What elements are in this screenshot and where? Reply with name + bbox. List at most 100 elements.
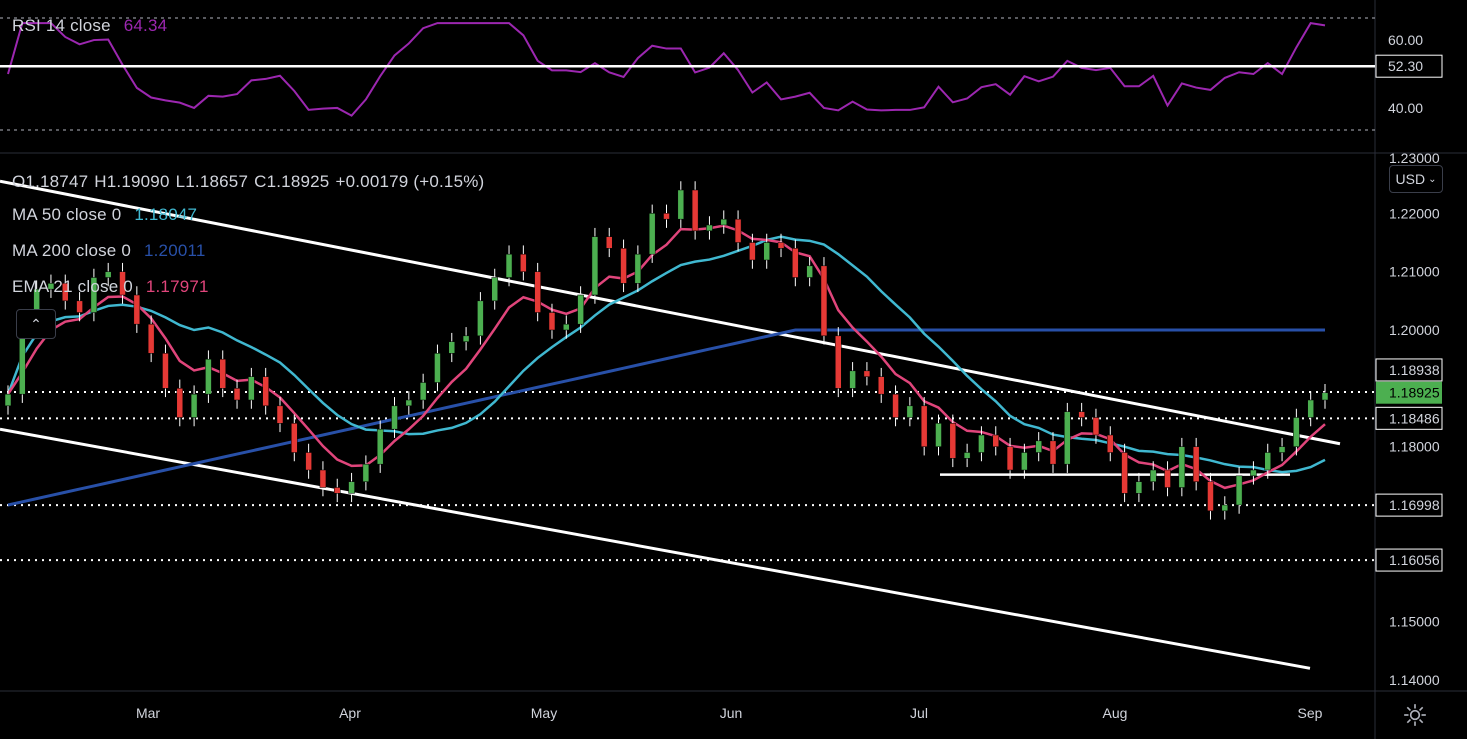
- candle-body: [835, 335, 842, 389]
- ma50-legend-name: MA 50 close 0: [12, 205, 122, 224]
- candle-body: [405, 399, 413, 407]
- candle-body: [1321, 392, 1329, 401]
- candle-body: [963, 452, 971, 459]
- candle-body: [992, 434, 999, 447]
- ema21-legend-value: 1.17971: [145, 277, 209, 296]
- price-tick-label: 1.22000: [1389, 205, 1440, 221]
- candle-body: [706, 224, 713, 232]
- rsi-level-label-box: [1375, 54, 1443, 78]
- month-label: Mar: [136, 705, 160, 721]
- ma200-legend: MA 200 close 0 1.20011: [12, 241, 206, 261]
- candle-body: [219, 358, 226, 389]
- candle-body: [233, 388, 241, 401]
- ma50-legend-value: 1.18047: [134, 205, 198, 224]
- rsi-tick-40: 40.00: [1388, 100, 1423, 116]
- level-label-box: [1375, 358, 1443, 382]
- ma50-line: [6, 235, 1326, 474]
- candle-body: [190, 393, 198, 418]
- candle-body: [319, 469, 327, 488]
- ohlc-low: L1.18657: [175, 172, 249, 191]
- candle-body: [477, 300, 484, 337]
- candle-body: [1149, 469, 1157, 482]
- candle-body: [248, 376, 255, 401]
- candle-body: [1192, 446, 1200, 482]
- candle-body: [978, 434, 985, 453]
- candle-body: [548, 312, 556, 331]
- candle-body: [520, 253, 527, 272]
- candle-body: [47, 283, 55, 290]
- currency-button[interactable]: USD ⌄: [1389, 165, 1443, 193]
- level-label: 1.18486: [1389, 410, 1440, 426]
- candle-body: [1006, 446, 1014, 471]
- chevron-down-icon: ⌄: [1428, 173, 1437, 185]
- candle-body: [448, 341, 456, 354]
- ma200-legend-value: 1.20011: [143, 241, 206, 260]
- candle-body: [133, 294, 141, 325]
- candle-body: [262, 376, 269, 407]
- candle-body: [505, 253, 513, 278]
- candle-body: [1278, 446, 1286, 453]
- month-label: Apr: [339, 705, 361, 721]
- ohlc-change: +0.00179 (+0.15%): [335, 172, 485, 191]
- rsi-tick-60: 60.00: [1388, 32, 1423, 48]
- candle-body: [1293, 417, 1300, 447]
- candle-body: [1049, 440, 1057, 465]
- candle-body: [863, 370, 871, 377]
- level-label-box: [1375, 548, 1443, 572]
- last-price-box: [1376, 381, 1442, 404]
- candle-body: [348, 481, 355, 494]
- candle-body: [119, 271, 126, 296]
- candle-body: [691, 189, 699, 232]
- month-label: May: [531, 705, 557, 721]
- price-tick-label: 1.23000: [1389, 150, 1440, 166]
- ema21-line: [6, 224, 1326, 490]
- candle-body: [147, 323, 155, 354]
- candle-body: [763, 242, 770, 261]
- ema21-legend: EMA 21 close 0 1.17971: [12, 277, 209, 297]
- collapse-legend-button[interactable]: ⌃: [16, 309, 56, 339]
- candle-body: [877, 376, 885, 395]
- candle-body: [1250, 469, 1257, 477]
- candle-body: [720, 218, 728, 226]
- descending-trendline-upper: [0, 179, 1341, 446]
- candle-body: [949, 423, 957, 459]
- candle-body: [1264, 452, 1271, 471]
- candle-body: [1121, 452, 1128, 494]
- last-price-label: 1.18925: [1389, 385, 1440, 401]
- candle-body: [1178, 446, 1186, 488]
- month-label: Aug: [1103, 705, 1128, 721]
- price-tick-label: 1.21000: [1389, 264, 1440, 280]
- level-label-box: [1375, 406, 1443, 430]
- candle-body: [648, 213, 656, 255]
- candle-body: [920, 405, 928, 447]
- ma50-legend: MA 50 close 0 1.18047: [12, 205, 197, 225]
- ohlc-high: H1.19090: [94, 172, 170, 191]
- candle-body: [605, 236, 613, 249]
- candle-body: [634, 253, 642, 284]
- descending-trendline-lower: [0, 427, 1311, 670]
- candle-body: [820, 265, 828, 337]
- candle-body: [849, 370, 856, 389]
- ohlc-open: O1.18747: [12, 172, 89, 191]
- candle-body: [1307, 399, 1314, 418]
- candle-body: [663, 213, 670, 220]
- candle-body: [434, 353, 441, 383]
- candle-body: [462, 335, 470, 342]
- ma200-line: [7, 328, 1325, 507]
- ma200-legend-name: MA 200 close 0: [12, 241, 132, 260]
- candle-body: [276, 405, 284, 424]
- candle-body: [806, 265, 813, 278]
- rsi-level-label: 52.30: [1388, 58, 1423, 74]
- month-label: Jun: [720, 705, 743, 721]
- candle-body: [362, 463, 370, 482]
- ema21-legend-name: EMA 21 close 0: [12, 277, 133, 296]
- candle-body: [1021, 452, 1028, 471]
- settings-gear-icon[interactable]: [1402, 702, 1428, 728]
- ohlc-close: C1.18925: [254, 172, 330, 191]
- candle-body: [734, 218, 742, 243]
- rsi-legend-value: 64.34: [123, 16, 168, 35]
- price-tick-label: 1.14000: [1389, 672, 1440, 688]
- price-tick-label: 1.20000: [1389, 322, 1440, 338]
- price-tick-label: 1.15000: [1389, 614, 1440, 630]
